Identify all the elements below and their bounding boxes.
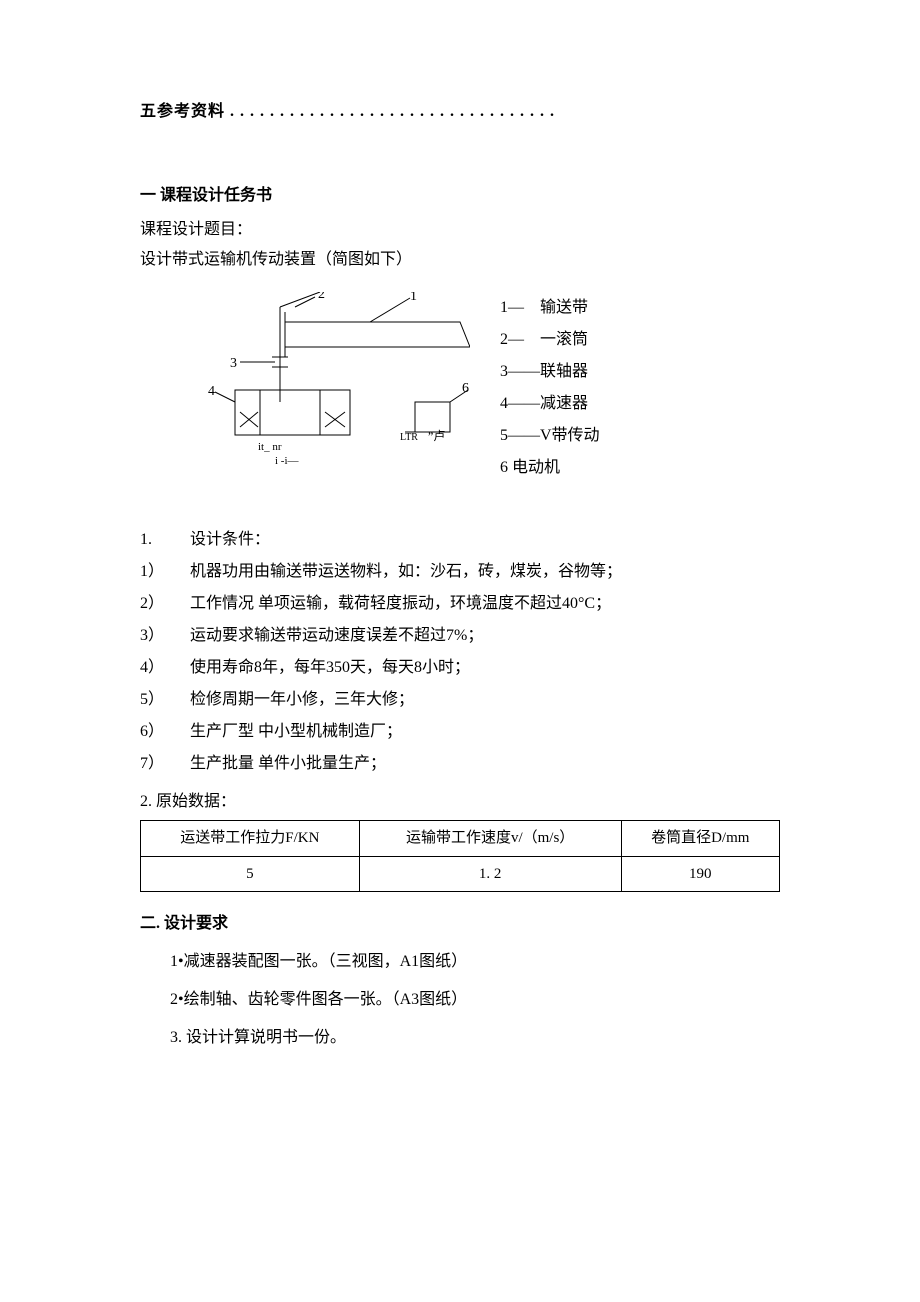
legend-num: 1— bbox=[500, 299, 524, 316]
diagram-label-1: 1 bbox=[410, 292, 417, 304]
legend-item-2: 2— 一滚筒 bbox=[500, 324, 600, 356]
cond-num: 5） bbox=[140, 684, 190, 716]
legend-list: 1— 输送带 2— 一滚筒 3——联轴器 4——减速器 5——V带传动 6 电动… bbox=[500, 292, 600, 484]
section-2-heading: 二. 设计要求 bbox=[140, 912, 780, 936]
cond-num: 2） bbox=[140, 588, 190, 620]
diagram-label-2: 2 bbox=[318, 292, 325, 302]
table-header: 运送带工作拉力F/KN bbox=[141, 821, 360, 857]
legend-item-1: 1— 输送带 bbox=[500, 292, 600, 324]
diagram-label-4: 4 bbox=[208, 384, 215, 399]
topic-line-1: 课程设计题目： bbox=[140, 218, 780, 242]
cond-text: 机器功用由输送带运送物料，如：沙石，砖，煤炭，谷物等； bbox=[190, 556, 622, 588]
legend-item-6: 6 电动机 bbox=[500, 452, 600, 484]
cond-text: 运动要求输送带运动速度误差不超过7%； bbox=[190, 620, 483, 652]
cond-num: 6） bbox=[140, 716, 190, 748]
cond-text: 生产厂型 中小型机械制造厂； bbox=[190, 716, 402, 748]
condition-row: 4） 使用寿命8年，每年350天，每天8小时； bbox=[140, 652, 780, 684]
table-header-row: 运送带工作拉力F/KN 运输带工作速度v/（m/s） 卷筒直径D/mm bbox=[141, 821, 780, 857]
data-table: 运送带工作拉力F/KN 运输带工作速度v/（m/s） 卷筒直径D/mm 5 1.… bbox=[140, 820, 780, 892]
conditions-title: 1. 设计条件： bbox=[140, 524, 780, 556]
diagram-text-4: ”卢 bbox=[428, 428, 445, 443]
legend-text: 输送带 bbox=[540, 299, 588, 316]
condition-row: 7） 生产批量 单件小批量生产； bbox=[140, 748, 780, 780]
condition-row: 2） 工作情况 单项运输，载荷轻度振动，环境温度不超过40°C； bbox=[140, 588, 780, 620]
cond-text: 工作情况 单项运输，载荷轻度振动，环境温度不超过40°C； bbox=[190, 588, 611, 620]
legend-text: 一滚筒 bbox=[540, 331, 588, 348]
diagram-label-6: 6 bbox=[462, 381, 469, 396]
legend-item-5: 5——V带传动 bbox=[500, 420, 600, 452]
table-header: 运输带工作速度v/（m/s） bbox=[359, 821, 621, 857]
diagram-text-1: it_ nr bbox=[258, 441, 282, 453]
table-header: 卷筒直径D/mm bbox=[621, 821, 779, 857]
diagram-row: 1 2 3 4 6 it_ nr i -i— LTR ”卢 1— 输送带 2— … bbox=[140, 292, 780, 484]
ref-dots: . . . . . . . . . . . . . . . . . . . . … bbox=[225, 103, 555, 120]
requirement-line: 1•减速器装配图一张。（三视图，A1图纸） bbox=[170, 950, 780, 974]
table-caption: 2. 原始数据： bbox=[140, 790, 780, 814]
references-heading: 五参考资料 . . . . . . . . . . . . . . . . . … bbox=[140, 100, 780, 124]
requirements-block: 二. 设计要求 1•减速器装配图一张。（三视图，A1图纸） 2•绘制轴、齿轮零件… bbox=[140, 912, 780, 1050]
cond-num: 3） bbox=[140, 620, 190, 652]
cond-num: 1. bbox=[140, 524, 190, 556]
cond-text: 检修周期一年小修，三年大修； bbox=[190, 684, 414, 716]
diagram-label-3: 3 bbox=[230, 356, 237, 371]
schematic-diagram: 1 2 3 4 6 it_ nr i -i— LTR ”卢 bbox=[180, 292, 470, 480]
legend-item-3: 3——联轴器 bbox=[500, 356, 600, 388]
table-cell: 190 bbox=[621, 856, 779, 892]
table-cell: 5 bbox=[141, 856, 360, 892]
cond-text: 设计条件： bbox=[190, 524, 270, 556]
document-page: 五参考资料 . . . . . . . . . . . . . . . . . … bbox=[0, 0, 920, 1124]
legend-num: 2— bbox=[500, 331, 524, 348]
diagram-text-2: i -i— bbox=[275, 455, 300, 467]
conditions-block: 1. 设计条件： 1） 机器功用由输送带运送物料，如：沙石，砖，煤炭，谷物等； … bbox=[140, 524, 780, 780]
table-data-row: 5 1. 2 190 bbox=[141, 856, 780, 892]
cond-num: 4） bbox=[140, 652, 190, 684]
condition-row: 1） 机器功用由输送带运送物料，如：沙石，砖，煤炭，谷物等； bbox=[140, 556, 780, 588]
requirement-line: 2•绘制轴、齿轮零件图各一张。（A3图纸） bbox=[170, 988, 780, 1012]
diagram-text-3: LTR bbox=[400, 432, 418, 443]
cond-num: 7） bbox=[140, 748, 190, 780]
requirement-line: 3. 设计计算说明书一份。 bbox=[170, 1026, 780, 1050]
cond-num: 1） bbox=[140, 556, 190, 588]
cond-text: 使用寿命8年，每年350天，每天8小时； bbox=[190, 652, 470, 684]
legend-item-4: 4——减速器 bbox=[500, 388, 600, 420]
condition-row: 6） 生产厂型 中小型机械制造厂； bbox=[140, 716, 780, 748]
topic-line-2: 设计带式运输机传动装置（简图如下） bbox=[140, 248, 780, 272]
table-cell: 1. 2 bbox=[359, 856, 621, 892]
cond-text: 生产批量 单件小批量生产； bbox=[190, 748, 386, 780]
section-1-heading: 一 课程设计任务书 bbox=[140, 184, 780, 208]
condition-row: 5） 检修周期一年小修，三年大修； bbox=[140, 684, 780, 716]
condition-row: 3） 运动要求输送带运动速度误差不超过7%； bbox=[140, 620, 780, 652]
ref-title: 五参考资料 bbox=[140, 103, 225, 120]
